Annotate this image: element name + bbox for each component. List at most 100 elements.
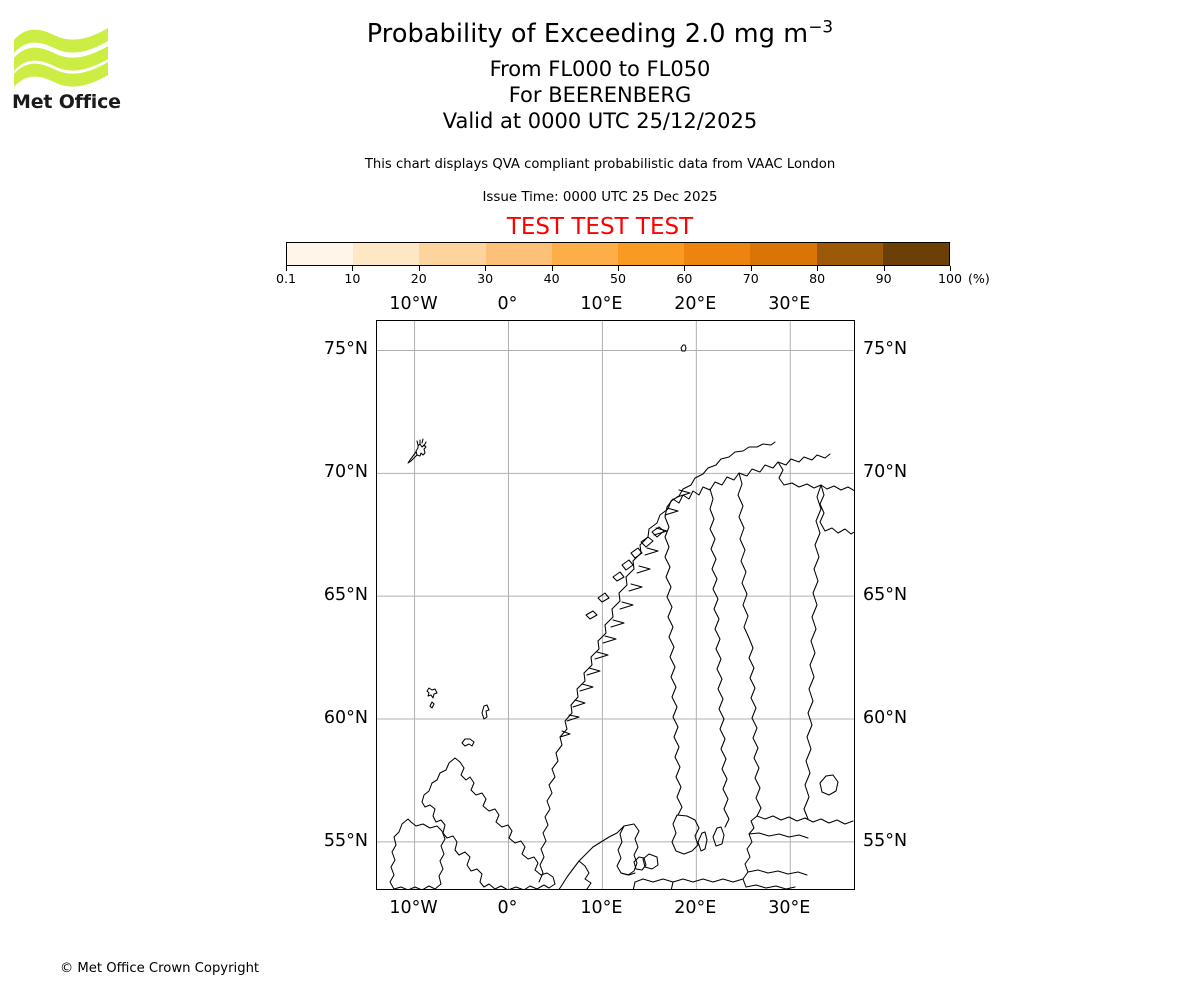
coastline-norway-west bbox=[538, 441, 776, 883]
coastline-sweden-south bbox=[671, 814, 700, 855]
border-germany-denmark bbox=[620, 872, 636, 876]
colorbar-tick-label-10: 100 bbox=[937, 271, 963, 286]
lon-label-top-3: 20°E bbox=[674, 294, 717, 314]
border-lithuania bbox=[745, 884, 796, 889]
border-latvia bbox=[747, 869, 808, 876]
map-plot-area: 10°W 10°W 0° 0° 10°E 10°E 20°E 20°E 30°E 30°E 75°N… bbox=[324, 294, 907, 918]
colorbar-tick-9 bbox=[883, 266, 885, 271]
test-banner: TEST TEST TEST bbox=[506, 214, 694, 240]
coastlines-group bbox=[389, 344, 854, 889]
colorbar-tick-label-1: 10 bbox=[344, 271, 361, 286]
lon-label-bottom-1: 0° bbox=[497, 898, 518, 918]
lat-label-right-2: 65°N bbox=[863, 585, 908, 606]
colorbar-band-3 bbox=[485, 243, 552, 265]
coastline-denmark-funen bbox=[633, 856, 647, 871]
met-office-wave-mark bbox=[14, 28, 108, 87]
lat-label-right-4: 55°N bbox=[863, 830, 908, 851]
lat-label-left-3: 60°N bbox=[323, 708, 368, 729]
colorbar-band-5 bbox=[618, 243, 685, 265]
coastline-netherlands bbox=[578, 860, 592, 889]
chart-title-block: Probability of Exceeding 2.0 mg m−3 From… bbox=[0, 18, 1200, 134]
colorbar-band-2 bbox=[419, 243, 486, 265]
coastline-jan-mayen-spit bbox=[407, 451, 418, 464]
coastline-orkney bbox=[461, 738, 475, 747]
coastline-kola-peninsula bbox=[777, 461, 854, 492]
colorbar-band-0 bbox=[287, 243, 354, 265]
colorbar-band-9 bbox=[882, 243, 950, 265]
coastline-lake-ladoga bbox=[819, 774, 839, 796]
border-germany-poland bbox=[632, 881, 674, 889]
lon-label-bottom-0: 10°W bbox=[389, 898, 438, 918]
lon-label-top-0: 10°W bbox=[389, 294, 438, 314]
lat-label-right-0: 75°N bbox=[863, 339, 908, 360]
colorbar-tick-label-9: 90 bbox=[875, 271, 892, 286]
border-estonia bbox=[748, 832, 809, 839]
coastline-jan-mayen bbox=[415, 443, 427, 457]
coastline-sweden-east bbox=[709, 488, 730, 828]
colorbar-tick-label-5: 50 bbox=[609, 271, 627, 286]
colorbar-tick-5 bbox=[618, 266, 619, 271]
colorbar-tick-7 bbox=[750, 266, 752, 271]
coastline-gotland bbox=[712, 826, 725, 847]
lat-label-left-1: 70°N bbox=[323, 462, 368, 483]
met-office-logo: Met Office bbox=[12, 22, 122, 117]
lon-label-bottom-4: 30°E bbox=[768, 898, 811, 918]
coastline-ireland bbox=[389, 818, 446, 889]
coastline-white-sea bbox=[819, 484, 854, 535]
coastline-bear-island bbox=[680, 344, 687, 352]
lon-label-top-1: 0° bbox=[497, 294, 518, 314]
colorbar-tick-10 bbox=[950, 266, 951, 271]
qva-disclaimer-text: This chart displays QVA compliant probab… bbox=[364, 157, 836, 172]
map-graticule-and-coastlines bbox=[377, 321, 854, 889]
lat-label-left-0: 75°N bbox=[323, 339, 368, 360]
colorbar-band-8 bbox=[816, 243, 883, 265]
colorbar-band-1 bbox=[353, 243, 420, 265]
coastline-finland-west bbox=[748, 637, 762, 817]
coastline-denmark-zealand bbox=[642, 853, 659, 870]
page-title-text: Probability of Exceeding 2.0 mg m bbox=[366, 19, 809, 49]
flight-level-line: From FL000 to FL050 bbox=[489, 56, 711, 81]
border-norway-sweden bbox=[664, 506, 683, 816]
colorbar-tick-label-4: 40 bbox=[543, 271, 560, 286]
colorbar-tick-6 bbox=[684, 266, 686, 271]
coastline-faroe-islands bbox=[426, 687, 438, 709]
coastline-lofoten-islands bbox=[585, 526, 665, 620]
page-title: Probability of Exceeding 2.0 mg m−3 bbox=[0, 18, 1200, 49]
probability-colorbar: 0.1 10 20 30 40 50 60 70 80 90 100 bbox=[276, 242, 962, 286]
border-finland-sweden bbox=[737, 472, 750, 639]
colorbar-tick-8 bbox=[817, 266, 819, 271]
lon-label-top-2: 10°E bbox=[580, 294, 623, 314]
coastline-denmark-jutland bbox=[616, 823, 640, 876]
colorbar-bands bbox=[286, 242, 950, 266]
coastline-great-britain bbox=[421, 757, 556, 889]
map-frame bbox=[376, 320, 855, 890]
lon-label-top-4: 30°E bbox=[768, 294, 811, 314]
valid-time-line: Valid at 0000 UTC 25/12/2025 bbox=[442, 108, 758, 133]
lon-label-bottom-2: 10°E bbox=[580, 898, 623, 918]
colorbar-band-7 bbox=[750, 243, 817, 265]
colorbar-tick-label-2: 20 bbox=[410, 271, 427, 286]
issue-time-text: Issue Time: 0000 UTC 25 Dec 2025 bbox=[482, 190, 718, 205]
colorbar-tick-label-8: 80 bbox=[809, 271, 826, 286]
copyright-text: © Met Office Crown Copyright bbox=[60, 961, 260, 976]
lat-label-right-3: 60°N bbox=[863, 708, 908, 729]
coastline-finland-south bbox=[756, 815, 854, 825]
coastline-south-baltic bbox=[634, 878, 744, 883]
lat-label-left-2: 65°N bbox=[323, 585, 368, 606]
coastline-jan-mayen-detail bbox=[416, 438, 427, 447]
colorbar-tick-label-7: 70 bbox=[742, 271, 759, 286]
colorbar-tick-label-3: 30 bbox=[477, 271, 494, 286]
colorbar-units-label: (%) bbox=[968, 271, 990, 286]
colorbar-tick-label-0: 0.1 bbox=[275, 271, 297, 286]
colorbar-tick-2 bbox=[418, 266, 420, 271]
volcano-name-line: For BEERENBERG bbox=[508, 82, 692, 107]
coastline-shetland bbox=[481, 704, 490, 720]
colorbar-band-4 bbox=[551, 243, 619, 265]
colorbar-tick-4 bbox=[551, 266, 553, 271]
lat-label-left-4: 55°N bbox=[323, 830, 368, 851]
colorbar-tick-label-6: 60 bbox=[676, 271, 693, 286]
colorbar-tick-0 bbox=[286, 266, 287, 271]
colorbar-band-6 bbox=[684, 243, 751, 265]
coastline-baltic-states bbox=[742, 815, 758, 888]
page-title-exponent: −3 bbox=[808, 16, 834, 37]
